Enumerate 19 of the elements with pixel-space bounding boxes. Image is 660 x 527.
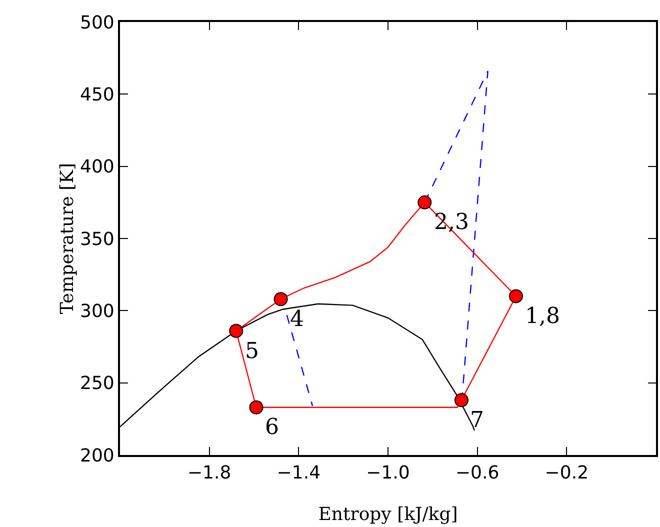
y-tick-label: 250 xyxy=(80,373,114,394)
x-tick-label: −0.6 xyxy=(455,462,500,484)
y-tick-label: 300 xyxy=(80,300,114,322)
annotation: 6 xyxy=(265,415,279,440)
annotation: 4 xyxy=(290,307,304,332)
y-tick-label: 450 xyxy=(80,84,114,106)
y-tick-label: 400 xyxy=(80,156,114,178)
x-tick-label: −0.2 xyxy=(544,462,589,484)
x-tick-label: −1.8 xyxy=(187,462,232,484)
annotation: 7 xyxy=(470,408,484,433)
x-tick-label: −1.0 xyxy=(366,462,410,484)
x-axis-title: Entropy [kJ/kg] xyxy=(318,504,458,525)
x-tick-label: −1.4 xyxy=(276,462,321,484)
y-tick-label: 200 xyxy=(80,445,114,466)
annotation: 5 xyxy=(245,339,259,364)
y-tick-label: 500 xyxy=(80,12,114,34)
annotation: 1,8 xyxy=(525,304,560,329)
y-axis-title: Temperature [K] xyxy=(57,162,78,314)
y-tick-label: 350 xyxy=(80,228,114,250)
